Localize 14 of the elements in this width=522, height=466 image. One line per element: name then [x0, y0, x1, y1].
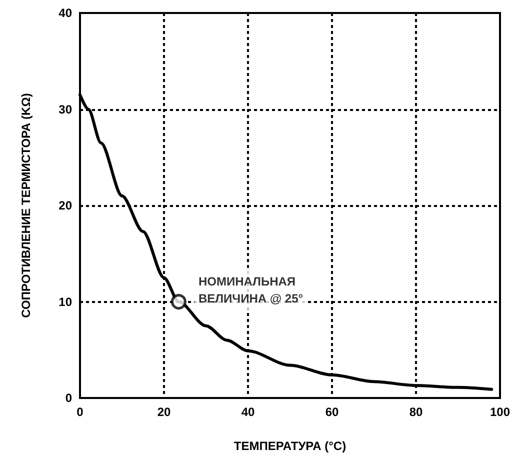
x-tick-label: 80: [409, 405, 423, 419]
x-tick-label: 0: [76, 405, 84, 419]
y-tick-label: 0: [65, 391, 72, 405]
y-tick-label: 20: [58, 198, 72, 212]
x-tick-label: 60: [325, 405, 339, 419]
y-tick-label: 10: [58, 294, 72, 309]
annotation: НОМИНАЛЬНАЯ ВЕЛИЧИНА @ 25°: [198, 274, 304, 306]
x-tick-label: 40: [241, 405, 255, 419]
x-tick-label: 100: [490, 405, 510, 419]
y-axis-title: СОПРОТИВЛЕНИЕ ТЕРМИСТОРА (KΩ): [19, 93, 33, 318]
x-axis-title: ТЕМПЕРАТУРА (°C): [234, 439, 346, 453]
x-tick-label: 20: [157, 405, 171, 419]
y-tick-label: 30: [58, 102, 72, 116]
y-tick-label: 40: [58, 6, 72, 20]
